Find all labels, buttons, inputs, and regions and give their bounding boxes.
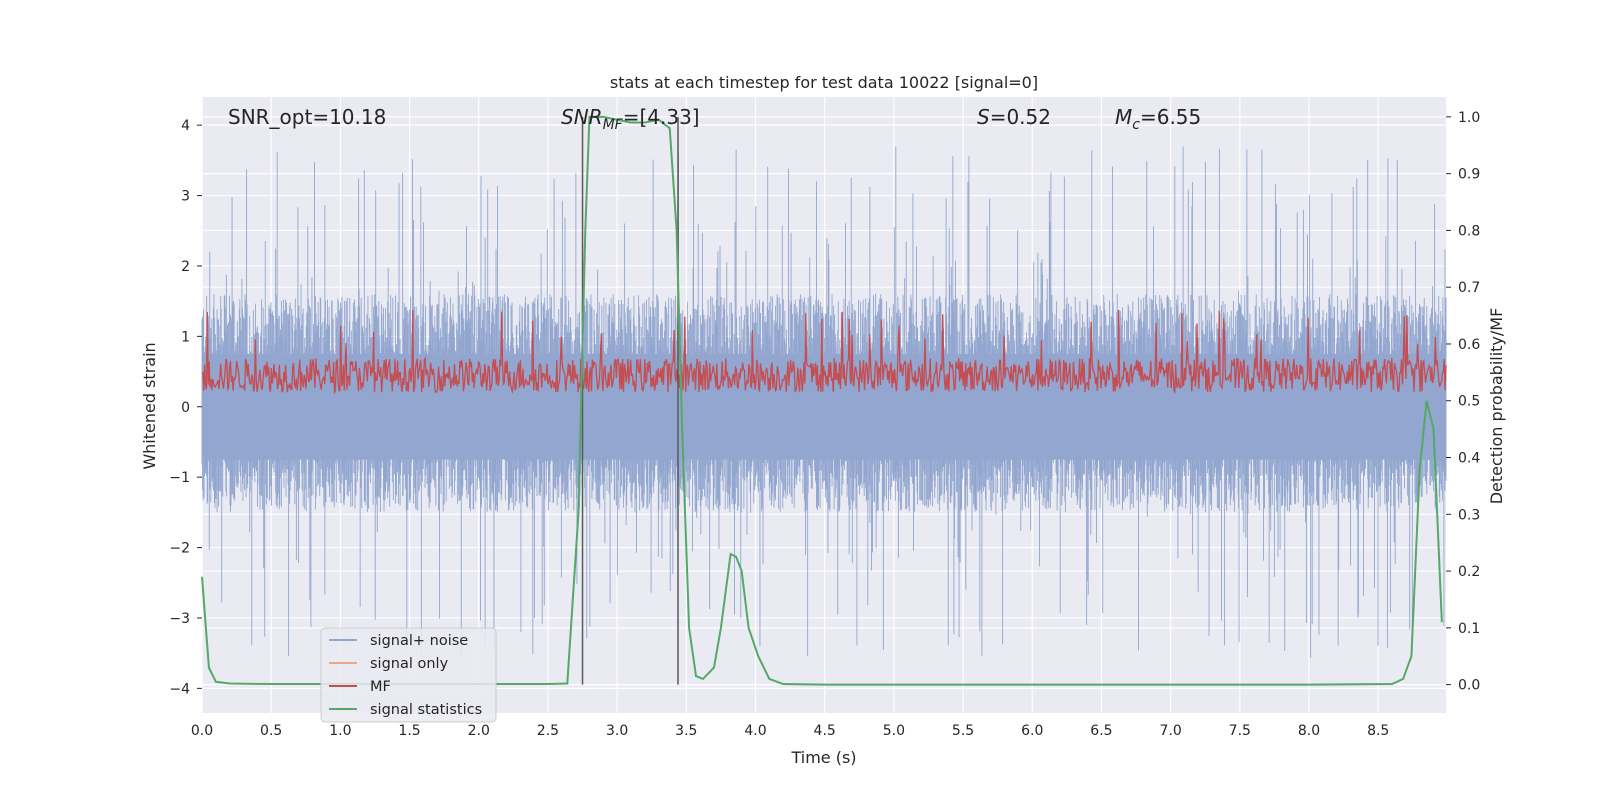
x-tick-label: 2.0 <box>468 723 490 739</box>
annotation-s: S=0.52 <box>977 105 1051 129</box>
legend-box <box>320 627 497 723</box>
y-right-tick-label: 0.2 <box>1458 564 1480 580</box>
y-right-tick-label: 0.9 <box>1458 167 1480 183</box>
signal-statistics-series <box>201 115 1443 686</box>
annotation-mc-sym: M <box>1115 105 1132 129</box>
legend-label-signal-only: signal only <box>370 656 449 672</box>
x-tick-label: 1.0 <box>329 723 351 739</box>
y-left-tick-label: 0 <box>181 400 190 416</box>
x-tick-label: 3.5 <box>675 723 697 739</box>
annotation-snr-opt: SNR_opt=10.18 <box>228 105 386 129</box>
annotation-snr-mf: SNRMF=[4.33] <box>561 105 700 133</box>
y-left-tick-label: 3 <box>181 189 190 205</box>
annotation-mc: Mc=6.55 <box>1115 105 1201 133</box>
annotation-snr-mf-sub: MF <box>603 117 624 133</box>
y-left-tick-label: −1 <box>169 470 190 486</box>
y-right-axis-ticks: 1.0 0.9 0.8 0.7 0.6 0.5 0.4 0.3 0.2 0.1 0.0 <box>1446 110 1480 694</box>
y-left-axis-label: Whitened strain <box>140 342 159 469</box>
legend: signal+ noise signal only MF signal stat… <box>320 627 497 723</box>
annotation-s-sym: S <box>977 105 990 129</box>
mf-series <box>201 309 1447 395</box>
y-left-tick-label: −4 <box>169 681 190 697</box>
annotation-mc-sub: c <box>1132 117 1140 133</box>
y-right-tick-label: 0.8 <box>1458 223 1480 239</box>
x-axis-ticks: 0.0 0.5 1.0 1.5 2.0 2.5 3.0 3.5 4.0 4.5 5.0 5.5 6.0 6… <box>191 723 1389 739</box>
y-right-tick-label: 0.4 <box>1458 451 1480 467</box>
y-right-tick-label: 0.1 <box>1458 621 1480 637</box>
x-tick-label: 7.0 <box>1159 723 1181 739</box>
y-right-tick-label: 0.5 <box>1458 394 1480 410</box>
x-tick-label: 8.5 <box>1367 723 1389 739</box>
y-right-tick-label: 0.6 <box>1458 337 1480 353</box>
legend-label-signal-statistics: signal statistics <box>370 702 482 718</box>
legend-label-mf: MF <box>370 679 391 695</box>
x-tick-label: 0.0 <box>191 723 213 739</box>
y-left-axis-ticks: 4 3 2 1 0 −1 −2 −3 −4 <box>169 118 202 697</box>
x-tick-label: 2.5 <box>537 723 559 739</box>
x-tick-label: 3.0 <box>606 723 628 739</box>
annotation-snr-mf-val: =[4.33] <box>623 105 700 129</box>
annotation-mc-val: =6.55 <box>1140 105 1201 129</box>
y-left-tick-label: −3 <box>169 611 190 627</box>
y-left-tick-label: 4 <box>181 118 190 134</box>
annotation-snr-mf-base: SNR <box>561 105 603 129</box>
x-tick-label: 6.5 <box>1090 723 1112 739</box>
y-right-tick-label: 1.0 <box>1458 110 1480 126</box>
chart-title: stats at each timestep for test data 100… <box>610 73 1038 92</box>
annotation-s-val: =0.52 <box>990 105 1051 129</box>
x-tick-label: 0.5 <box>260 723 282 739</box>
y-right-tick-label: 0.7 <box>1458 280 1480 296</box>
vertical-markers <box>581 116 679 685</box>
y-right-tick-label: 0.0 <box>1458 678 1480 694</box>
x-tick-label: 5.5 <box>952 723 974 739</box>
x-tick-label: 7.5 <box>1229 723 1251 739</box>
y-left-tick-label: −2 <box>169 541 190 557</box>
y-left-tick-label: 1 <box>181 329 190 345</box>
x-tick-label: 1.5 <box>398 723 420 739</box>
signal-statistics-line <box>201 115 1443 686</box>
x-tick-label: 6.0 <box>1021 723 1043 739</box>
signal-plus-noise-trace <box>201 146 1447 658</box>
x-tick-label: 8.0 <box>1298 723 1320 739</box>
y-right-tick-label: 0.3 <box>1458 507 1480 523</box>
x-tick-label: 5.0 <box>883 723 905 739</box>
x-tick-label: 4.5 <box>814 723 836 739</box>
x-axis-label: Time (s) <box>790 748 856 767</box>
legend-label-signal-noise: signal+ noise <box>370 633 468 649</box>
mf-trace <box>201 309 1447 395</box>
x-tick-label: 4.0 <box>744 723 766 739</box>
y-right-axis-label: Detection probability/MF <box>1487 308 1506 505</box>
y-left-tick-label: 2 <box>181 259 190 275</box>
